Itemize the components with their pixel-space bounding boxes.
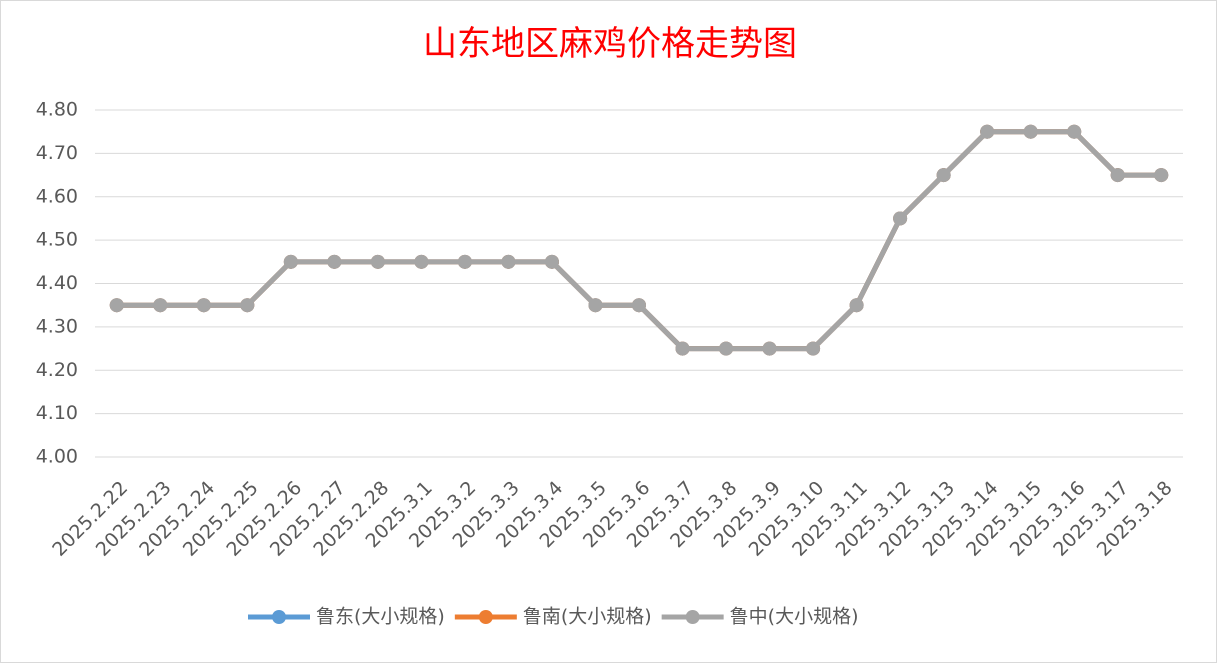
y-tick-label: 4.30 — [36, 315, 78, 337]
point — [675, 341, 690, 356]
point — [109, 298, 124, 313]
point — [632, 298, 646, 313]
point — [327, 254, 342, 269]
point — [762, 341, 777, 356]
point — [719, 341, 734, 356]
legend-marker — [685, 610, 700, 624]
y-tick-label: 4.40 — [36, 272, 78, 294]
y-tick-label: 4.50 — [36, 229, 78, 251]
point — [849, 298, 864, 313]
point — [936, 168, 951, 183]
legend-marker — [272, 610, 286, 624]
point — [283, 254, 298, 269]
point — [457, 254, 472, 269]
point — [153, 298, 168, 313]
point — [1023, 124, 1038, 139]
point — [588, 298, 603, 313]
point — [544, 254, 559, 269]
point — [893, 211, 908, 226]
point — [806, 341, 821, 356]
y-tick-label: 4.70 — [36, 142, 78, 164]
y-tick-label: 4.10 — [36, 402, 78, 424]
point — [370, 254, 385, 269]
legend-marker — [478, 610, 493, 624]
point — [414, 254, 429, 269]
y-tick-label: 4.00 — [36, 446, 78, 468]
point — [980, 124, 995, 139]
chart-title: 山东地区麻鸡价格走势图 — [423, 24, 797, 64]
y-tick-label: 4.80 — [36, 99, 78, 121]
point — [1110, 168, 1125, 183]
point — [196, 298, 211, 313]
legend-label: 鲁东(大小规格) — [316, 606, 445, 628]
point — [240, 298, 255, 313]
y-tick-label: 4.60 — [36, 185, 78, 207]
point — [1067, 124, 1082, 139]
point — [501, 254, 516, 269]
legend-label: 鲁中(大小规格) — [730, 606, 859, 628]
point — [1154, 168, 1169, 183]
y-tick-label: 4.20 — [36, 359, 78, 381]
legend-label: 鲁南(大小规格) — [523, 606, 652, 628]
